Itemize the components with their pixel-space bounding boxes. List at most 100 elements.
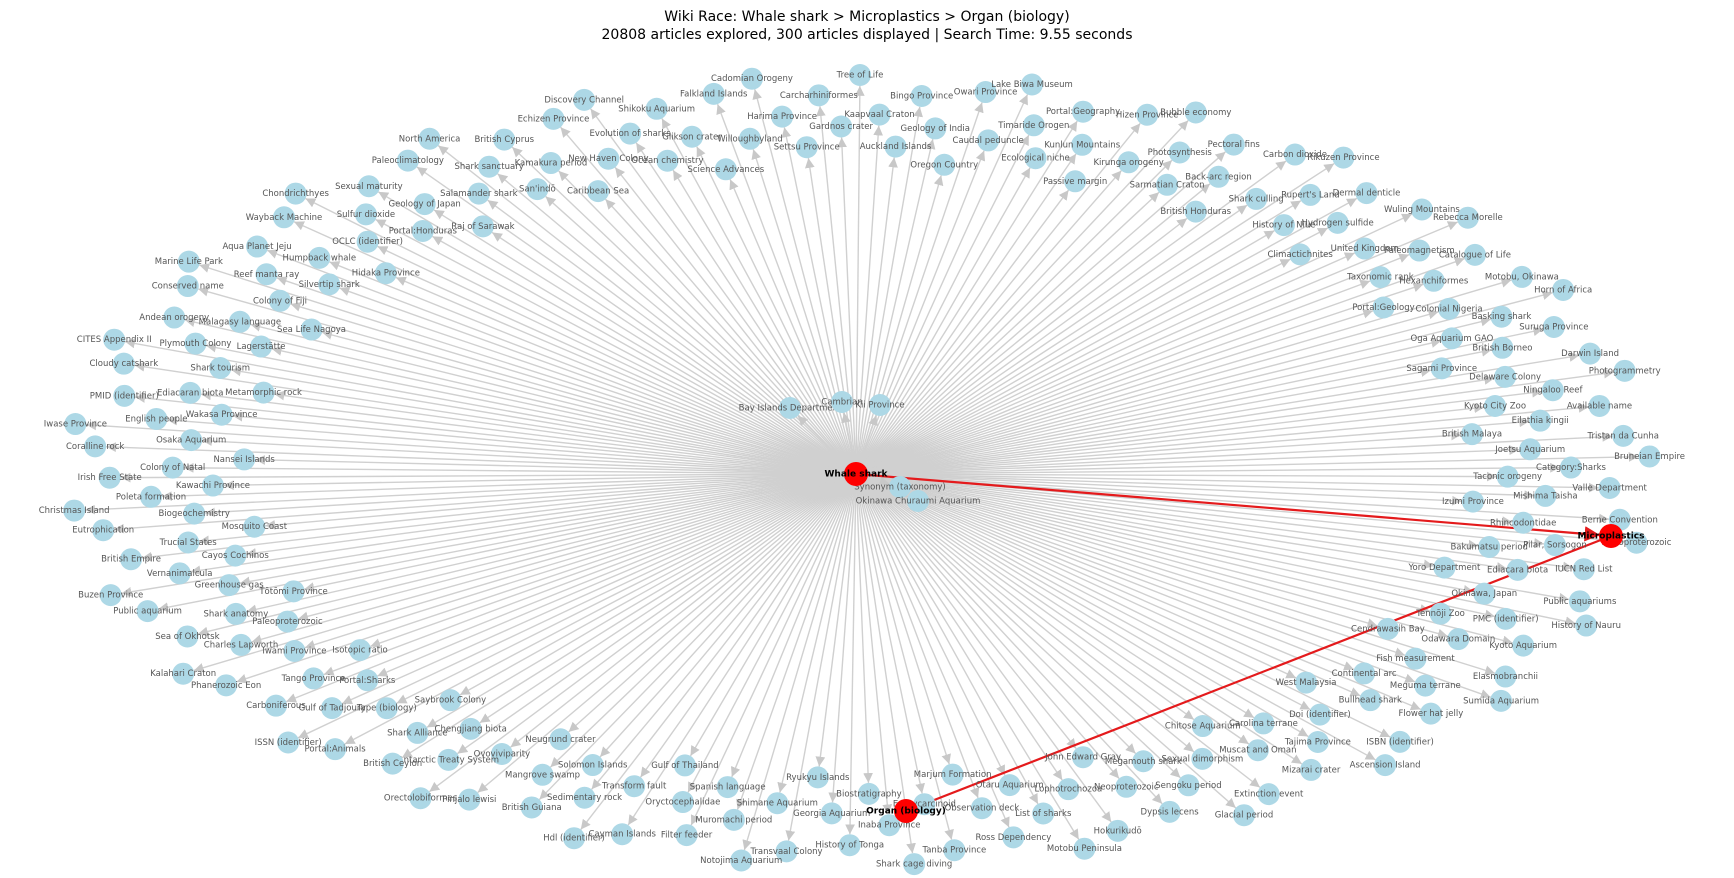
node-label: Taconic orogeny — [1472, 472, 1542, 482]
node-label: Sumida Aquarium — [1463, 696, 1539, 706]
node — [910, 85, 933, 108]
node — [112, 352, 135, 375]
node — [1306, 730, 1329, 753]
edge — [855, 473, 1609, 524]
node — [201, 474, 224, 497]
node-label: Eutrophication — [72, 526, 134, 536]
node — [702, 82, 725, 105]
edge — [855, 473, 1496, 676]
node-label: Falkland Islands — [680, 89, 748, 99]
node — [1057, 778, 1080, 801]
node-label: John Edward Gray — [1044, 753, 1121, 763]
node-label: Iwase Province — [44, 420, 107, 430]
node-label: Photosynthesis — [1148, 148, 1213, 158]
edge — [568, 473, 857, 733]
node-label: Muromachi period — [695, 815, 772, 825]
node-label: Antarctic Treaty System — [398, 755, 499, 765]
node-label: Tennōji Zoo — [1415, 609, 1465, 619]
edge — [538, 473, 857, 801]
edge — [855, 106, 923, 475]
edge — [855, 279, 1371, 475]
node — [209, 357, 232, 380]
node-label: Tōtōmi Province — [258, 587, 327, 597]
edge — [855, 162, 1335, 475]
node-label: PMC (identifier) — [1473, 614, 1539, 624]
node — [869, 394, 891, 416]
node-label: Odawara Domain — [1421, 635, 1495, 645]
node — [1359, 689, 1382, 712]
edge — [329, 261, 857, 475]
node — [176, 275, 199, 298]
node-label: Gulf of Tadjoura — [299, 704, 366, 714]
node — [64, 413, 87, 436]
node — [1115, 775, 1138, 798]
edge — [854, 85, 865, 475]
node-label: Public aquarium — [113, 607, 182, 617]
node-label: Chengjiang biota — [435, 724, 507, 734]
node-label: Kawachi Province — [176, 481, 250, 491]
edge — [855, 473, 1063, 781]
edge — [297, 473, 857, 739]
node-label: Hexanchiformes — [1399, 276, 1469, 286]
node-label: Paleomagnetism — [1384, 246, 1455, 256]
path-node-label: Organ (biology) — [866, 807, 946, 817]
node-label: Settsu Province — [774, 143, 840, 153]
node — [1372, 296, 1395, 319]
node — [1456, 206, 1479, 229]
node-label: ISBN (identifier) — [1366, 737, 1434, 747]
node-label: Paleoproterozoic — [252, 617, 323, 627]
node — [63, 499, 86, 522]
edge — [158, 473, 857, 613]
edge — [815, 106, 857, 475]
edge — [855, 417, 1530, 475]
node — [1490, 689, 1513, 712]
node — [831, 391, 853, 413]
node-label: Portal:Geography — [1046, 107, 1120, 117]
node-label: Sedimentary rock — [547, 793, 622, 803]
node-label: Oryctocephalidae — [645, 798, 720, 808]
edge — [341, 473, 857, 705]
node — [1289, 243, 1312, 266]
edges — [85, 85, 1639, 854]
node-label: Cambrian — [821, 398, 862, 408]
node-label: Geology of Japan — [389, 200, 461, 210]
node-label: Rebecca Morelle — [1433, 213, 1503, 223]
node — [1404, 647, 1427, 670]
edge — [855, 473, 1250, 745]
node-label: Owari Province — [954, 88, 1018, 98]
node — [92, 519, 115, 542]
node — [1191, 715, 1214, 738]
node-label: Ediacaran biota — [157, 388, 224, 398]
node-label: Lagerstätte — [237, 342, 286, 352]
node — [680, 125, 703, 148]
edge — [627, 473, 857, 826]
edge — [855, 473, 1195, 721]
node-label: Orectolobiformes — [384, 794, 458, 804]
edge — [855, 204, 1248, 475]
node-label: Echizen Province — [518, 114, 590, 124]
node — [1510, 265, 1533, 288]
node — [1132, 750, 1155, 773]
edge — [477, 473, 857, 794]
node-label: Shark tourism — [190, 364, 250, 374]
node — [1490, 305, 1513, 328]
node — [218, 574, 241, 597]
node — [246, 235, 269, 258]
node-label: Tanba Province — [921, 846, 986, 856]
node-label: Evolution of sharks — [590, 129, 672, 139]
node — [913, 793, 936, 816]
node — [1496, 465, 1519, 488]
edge — [855, 473, 1576, 627]
node-label: Wayback Machine — [246, 213, 323, 223]
node-label: Colony of Natal — [140, 463, 205, 473]
edge — [198, 286, 857, 475]
node — [493, 128, 516, 151]
edge — [855, 473, 1448, 639]
node-label: Darwin Island — [1561, 349, 1619, 359]
edge — [199, 473, 857, 546]
path-edge — [855, 472, 1601, 542]
node — [1414, 674, 1437, 697]
node — [520, 796, 543, 819]
node-label: ISSN (identifier) — [255, 738, 322, 748]
edge — [785, 473, 857, 841]
